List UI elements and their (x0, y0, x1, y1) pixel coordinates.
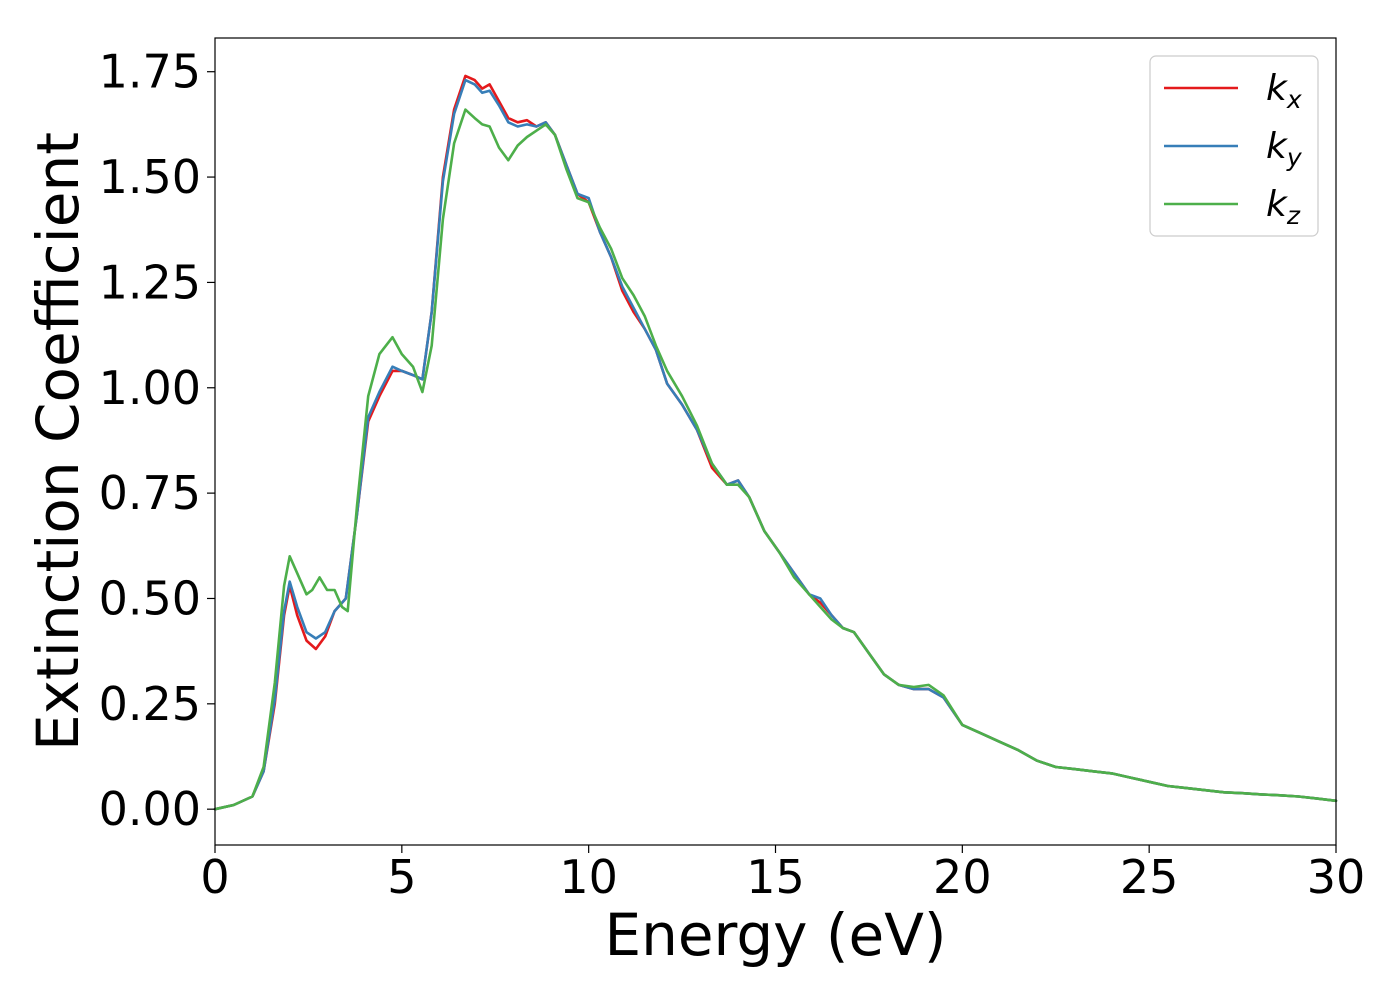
legend-label-kx: kx (1266, 68, 1302, 114)
legend: kx ky kz (1149, 55, 1319, 237)
y-tick-label: 1.50 (99, 150, 201, 204)
x-tick-label: 0 (200, 850, 229, 904)
x-tick-label: 5 (387, 850, 416, 904)
series-line-kz (213, 108, 1338, 811)
y-tick-label: 1.25 (99, 255, 201, 309)
y-tick-label: 1.00 (99, 361, 201, 415)
x-tick-label: 15 (746, 850, 805, 904)
x-tick-label: 20 (933, 850, 992, 904)
x-tick-label: 30 (1307, 850, 1366, 904)
x-axis-label: Energy (eV) (604, 901, 946, 969)
y-tick-label: 0.00 (99, 782, 201, 836)
y-tick-label: 0.50 (99, 571, 201, 625)
x-axis-ticks: 0 5 10 15 20 25 30 (200, 845, 1365, 904)
y-axis-label: Extinction Coefficient (24, 132, 92, 751)
plot-lines (213, 74, 1338, 811)
legend-label-ky: ky (1266, 126, 1303, 172)
y-axis-ticks: 0.00 0.25 0.50 0.75 1.00 1.25 1.50 1.75 (99, 45, 215, 836)
x-tick-label: 25 (1120, 850, 1179, 904)
y-tick-label: 0.25 (99, 677, 201, 731)
legend-label-kz: kz (1266, 184, 1301, 230)
y-tick-label: 1.75 (99, 45, 201, 99)
x-tick-label: 10 (559, 850, 618, 904)
y-tick-label: 0.75 (99, 466, 201, 520)
